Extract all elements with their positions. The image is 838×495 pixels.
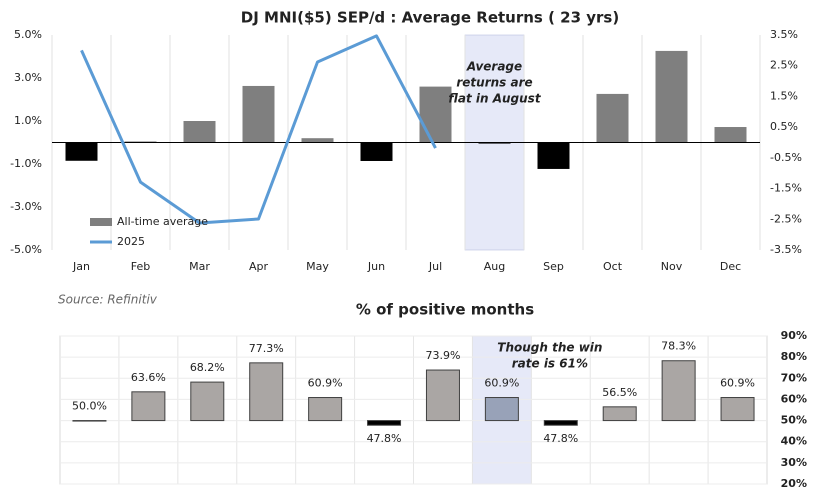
chart-title: DJ MNI($5) SEP/d : Average Returns ( 23 … <box>241 9 619 27</box>
bar <box>249 362 284 422</box>
bar <box>478 142 511 144</box>
y-tick-label: 70% <box>781 371 807 384</box>
x-tick-label: Oct <box>603 260 623 273</box>
annotation: returns are <box>456 76 532 90</box>
legend-label: 2025 <box>117 235 145 248</box>
y2-tick-label: -1.5% <box>770 182 802 195</box>
value-label: 60.9% <box>720 377 755 390</box>
annotation: flat in August <box>448 92 541 106</box>
legend-label: All-time average <box>117 215 208 228</box>
y-tick-label: 60% <box>781 392 807 405</box>
x-tick-label: May <box>306 260 329 273</box>
value-label: 47.8% <box>367 432 402 445</box>
y2-tick-label: 1.5% <box>770 89 798 102</box>
x-tick-label: Sep <box>543 260 564 273</box>
x-tick-label: Jul <box>428 260 442 273</box>
y2-tick-label: 0.5% <box>770 120 798 133</box>
bar <box>543 420 578 426</box>
annotation: Average <box>466 60 522 74</box>
bar <box>537 142 570 169</box>
bar <box>419 86 452 143</box>
x-tick-label: Nov <box>661 260 683 273</box>
chart-title: % of positive months <box>356 301 534 319</box>
y2-tick-label: -3.5% <box>770 243 802 256</box>
x-tick-label: Feb <box>131 260 150 273</box>
y-tick-label: 90% <box>781 329 807 342</box>
value-label: 68.2% <box>190 361 225 374</box>
y-tick-label: 30% <box>781 456 807 469</box>
bar <box>367 420 402 426</box>
y2-tick-label: -0.5% <box>770 151 802 164</box>
bar <box>484 397 519 422</box>
bar <box>124 141 157 143</box>
x-tick-label: Jun <box>367 260 385 273</box>
y-tick-label: -1.0% <box>10 157 42 170</box>
annotation: rate is 61% <box>512 357 588 371</box>
legend-swatch <box>90 218 112 226</box>
bar <box>72 420 107 422</box>
value-label: 78.3% <box>661 340 696 353</box>
bar <box>301 138 334 143</box>
value-label: 47.8% <box>543 432 578 445</box>
y-tick-label: 3.0% <box>14 71 42 84</box>
bar <box>308 397 343 422</box>
y2-tick-label: -2.5% <box>770 212 802 225</box>
y-tick-label: -3.0% <box>10 200 42 213</box>
bar <box>183 121 216 143</box>
x-tick-label: Aug <box>484 260 505 273</box>
x-tick-label: Mar <box>189 260 210 273</box>
value-label: 50.0% <box>72 400 107 413</box>
annotation: Though the win <box>497 341 602 355</box>
bar <box>655 50 688 143</box>
bar <box>190 381 225 422</box>
y-tick-label: 80% <box>781 350 807 363</box>
value-label: 60.9% <box>484 377 519 390</box>
y-tick-label: -5.0% <box>10 243 42 256</box>
y-tick-label: 1.0% <box>14 114 42 127</box>
value-label: 60.9% <box>308 377 343 390</box>
x-tick-label: Apr <box>249 260 269 273</box>
line <box>80 34 437 225</box>
bar <box>131 391 166 422</box>
value-label: 56.5% <box>602 386 637 399</box>
bar <box>242 85 275 143</box>
bar <box>65 142 98 161</box>
y-tick-label: 50% <box>781 414 807 427</box>
bar <box>425 369 460 422</box>
bar <box>714 127 747 143</box>
bar <box>602 406 637 422</box>
bar <box>596 93 629 143</box>
y2-tick-label: 3.5% <box>770 28 798 41</box>
value-label: 73.9% <box>425 349 460 362</box>
bar <box>661 360 696 422</box>
y-tick-label: 5.0% <box>14 28 42 41</box>
y-tick-label: 40% <box>781 435 807 448</box>
x-tick-label: Jan <box>72 260 90 273</box>
value-label: 77.3% <box>249 342 284 355</box>
bar <box>360 142 393 161</box>
source: Source: Refinitiv <box>58 293 158 307</box>
bar <box>720 397 755 422</box>
y-tick-label: 20% <box>781 477 807 490</box>
y2-tick-label: 2.5% <box>770 59 798 72</box>
x-tick-label: Dec <box>720 260 741 273</box>
value-label: 63.6% <box>131 371 166 384</box>
